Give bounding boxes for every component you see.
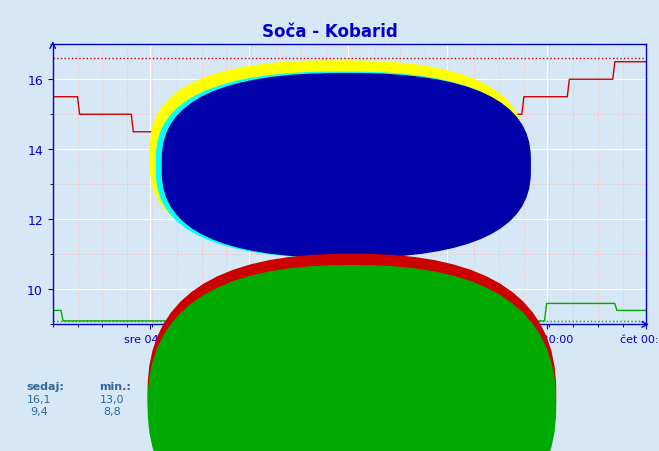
Text: Soča - Kobarid: Soča - Kobarid xyxy=(349,381,440,391)
FancyBboxPatch shape xyxy=(150,62,524,252)
Text: 9,7: 9,7 xyxy=(262,406,279,416)
Text: zadnji dan / 5 minut.: zadnji dan / 5 minut. xyxy=(272,350,387,359)
Text: 9,4: 9,4 xyxy=(31,406,48,416)
Text: 13,0: 13,0 xyxy=(100,395,125,405)
Text: sedaj:: sedaj: xyxy=(26,381,64,391)
FancyBboxPatch shape xyxy=(157,73,527,258)
Text: maks.:: maks.: xyxy=(257,381,299,391)
Text: Slovenija / reke in morje.: Slovenija / reke in morje. xyxy=(260,341,399,350)
Text: pretok[m3/s]: pretok[m3/s] xyxy=(361,399,433,409)
Text: 16,6: 16,6 xyxy=(258,395,283,405)
Text: 16,1: 16,1 xyxy=(27,395,52,405)
FancyBboxPatch shape xyxy=(162,74,530,258)
Text: povpr.:: povpr.: xyxy=(178,381,221,391)
Text: min.:: min.: xyxy=(99,381,130,391)
Text: Meritve: povprečne  Enote: metrične  Črta: zadnja meritev: Meritve: povprečne Enote: metrične Črta:… xyxy=(167,359,492,371)
Text: Soča - Kobarid: Soča - Kobarid xyxy=(262,23,397,41)
Text: 9,1: 9,1 xyxy=(183,406,200,416)
Text: 8,8: 8,8 xyxy=(103,406,121,416)
Text: 14,8: 14,8 xyxy=(179,395,204,405)
Text: temperatura[C]: temperatura[C] xyxy=(361,387,448,397)
Text: www.si-vreme.com: www.si-vreme.com xyxy=(186,184,512,213)
